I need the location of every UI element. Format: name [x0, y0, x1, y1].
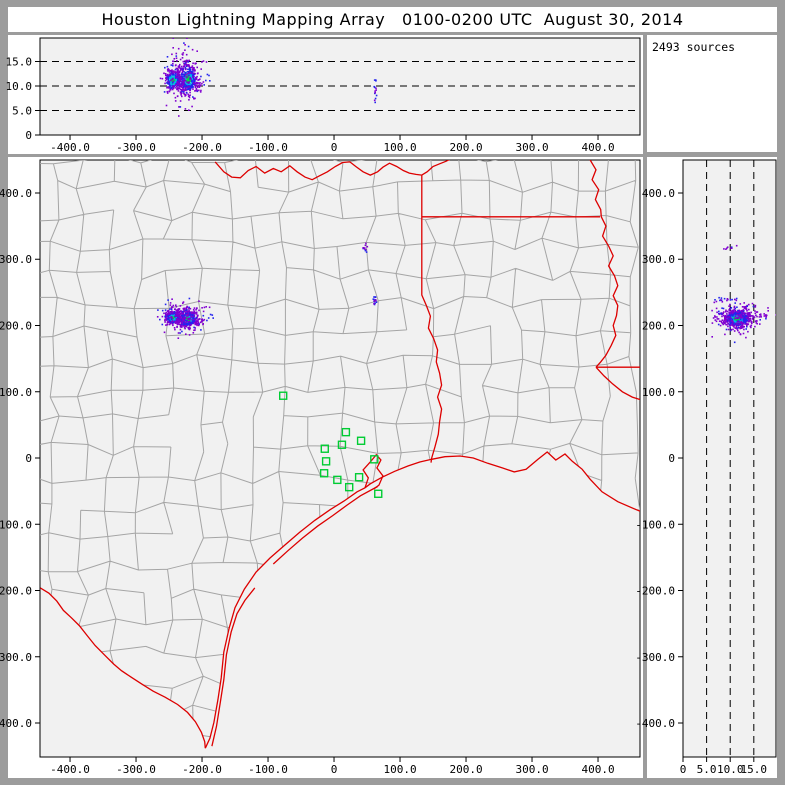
altitude-vs-ns-panel: [647, 157, 777, 778]
lightning-point: [778, 316, 780, 318]
sources-count-label: 2493 sources: [652, 40, 736, 54]
lightning-point: [781, 315, 783, 317]
page-title: Houston Lightning Mapping Array 0100-020…: [101, 10, 684, 29]
sources-count-box: 2493 sources: [647, 35, 777, 152]
plan-view-map-panel: [8, 157, 643, 778]
lightning-point: [778, 312, 780, 314]
altitude-vs-ew-panel: [8, 35, 643, 154]
title-bar: Houston Lightning Mapping Array 0100-020…: [8, 7, 777, 32]
lightning-point: [781, 315, 783, 317]
